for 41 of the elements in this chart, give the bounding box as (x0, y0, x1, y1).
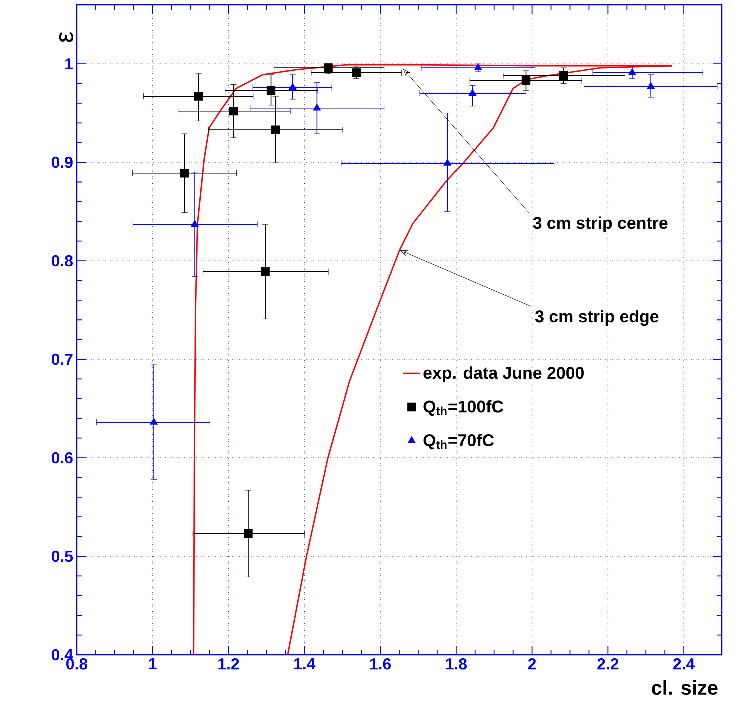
point (266, 86, 276, 95)
y-tick-label: 0.6 (52, 452, 73, 464)
x-tick-label: 1.6 (370, 658, 392, 670)
point (628, 68, 636, 76)
annotation: 3 cm strip edge (535, 310, 659, 326)
point (180, 169, 190, 178)
x-axis-title: cl. size (652, 680, 718, 696)
point (194, 92, 204, 101)
point (444, 159, 452, 166)
x-tick-label: 1.2 (218, 658, 240, 670)
point (559, 72, 568, 80)
x-tick-label: 0.8 (66, 658, 88, 670)
point (261, 268, 270, 276)
x-tick-label: 2 (528, 658, 536, 670)
point (289, 83, 297, 90)
x-tick-label: 1.4 (294, 658, 316, 670)
point (271, 126, 280, 134)
point (244, 530, 253, 538)
point (647, 82, 655, 90)
point (313, 104, 321, 111)
legend-label: Q$_{th}$=70fC (424, 434, 494, 450)
y-tick-label: 1 (66, 58, 74, 70)
y-tick-label: 0.9 (52, 156, 73, 168)
legend-label: Q$_{th}$=100fC (424, 400, 504, 416)
x-tick-label: 2.2 (598, 658, 619, 670)
annotation: 3 cm strip centre (533, 216, 668, 232)
legend-label: exp. data June 2000 (424, 366, 584, 382)
point (522, 76, 531, 86)
y-tick-label: 0.5 (52, 550, 74, 562)
point (191, 220, 199, 227)
y-axis-title: ε (59, 32, 74, 42)
point (229, 107, 238, 116)
x-tick-label: 1 (149, 658, 157, 670)
point (150, 418, 158, 425)
point (468, 89, 477, 96)
y-tick-label: 0.7 (52, 354, 73, 366)
y-tick-label: 0.4 (52, 649, 74, 661)
x-tick-label: 2.4 (674, 658, 696, 670)
x-tick-label: 1.8 (446, 658, 468, 670)
y-tick-label: 0.8 (52, 255, 73, 267)
point (474, 64, 482, 70)
